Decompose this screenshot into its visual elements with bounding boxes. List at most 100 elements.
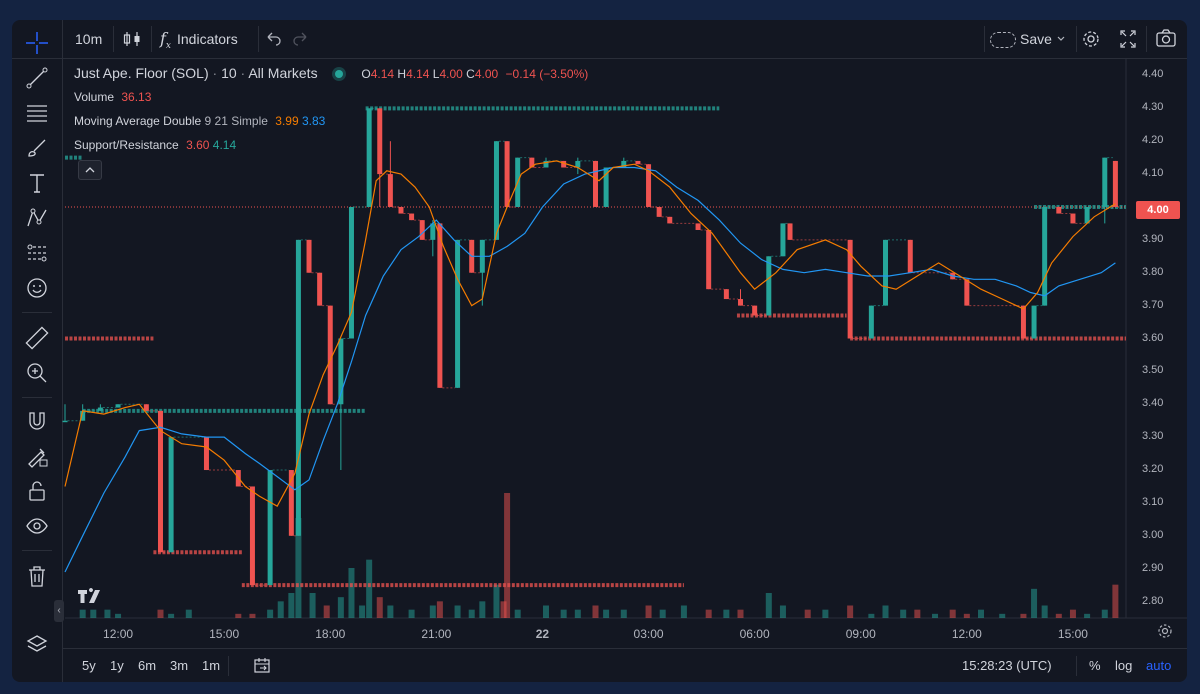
candle-body <box>1084 206 1090 224</box>
volume-bar <box>454 605 461 618</box>
text-tool-icon[interactable] <box>24 170 50 196</box>
candle-body <box>575 160 581 168</box>
fib-retracement-icon[interactable] <box>24 100 50 126</box>
candle-body <box>288 470 294 536</box>
volume-bar <box>659 609 666 618</box>
volume-bar <box>168 613 175 618</box>
brush-icon[interactable] <box>24 135 50 161</box>
volume-bar <box>514 609 521 618</box>
trend-line-icon[interactable] <box>24 65 50 91</box>
toolbar-divider <box>1076 26 1077 52</box>
candle-body <box>437 223 443 388</box>
volume-bar <box>436 601 443 618</box>
range-6m-button[interactable]: 6m <box>138 658 157 673</box>
ruler-icon[interactable] <box>24 325 50 351</box>
eye-icon[interactable] <box>24 513 50 539</box>
top-toolbar: 10m fx Indicators Save <box>12 20 1187 59</box>
price-tick-label: 2.90 <box>1142 561 1164 574</box>
chevron-down-icon[interactable] <box>1055 20 1067 58</box>
volume-bar <box>574 609 581 618</box>
redo-icon[interactable] <box>292 20 310 58</box>
candle-body <box>723 289 729 300</box>
candle-body <box>706 229 712 290</box>
candle-body <box>249 486 255 586</box>
candles-chart-type-icon[interactable] <box>122 20 142 58</box>
volume-legend[interactable]: Volume 36.13 <box>74 90 151 104</box>
camera-icon[interactable] <box>1154 20 1178 58</box>
candle-body <box>157 410 163 553</box>
candle-body <box>646 164 652 207</box>
candle-body <box>387 174 393 207</box>
chart-window: 10m fx Indicators Save <box>12 20 1187 682</box>
sr-name: Support/Resistance <box>74 138 179 152</box>
volume-bar <box>235 613 242 618</box>
moving-average-legend[interactable]: Moving Average Double 9 21 Simple 3.99 3… <box>74 114 325 128</box>
range-3m-button[interactable]: 3m <box>170 658 189 673</box>
magnet-icon[interactable] <box>24 408 50 434</box>
volume-bar <box>822 609 829 618</box>
price-tick-label: 3.10 <box>1142 495 1164 508</box>
symbol-name[interactable]: Just Ape. Floor (SOL) <box>74 65 209 81</box>
price-chart[interactable] <box>12 20 1187 682</box>
range-1y-button[interactable]: 1y <box>110 658 124 673</box>
volume-bar <box>493 584 500 618</box>
candle-body <box>907 239 913 273</box>
fullscreen-icon[interactable] <box>1117 20 1139 58</box>
support-resistance-legend[interactable]: Support/Resistance 3.60 4.14 <box>74 138 236 152</box>
go-to-date-icon[interactable] <box>252 649 272 682</box>
candle-body <box>621 160 627 168</box>
toolbar-divider <box>22 397 52 398</box>
save-button[interactable]: Save <box>990 20 1065 58</box>
candle-body <box>593 160 598 207</box>
indicators-label: Indicators <box>177 31 238 47</box>
lock-drawing-icon[interactable] <box>24 443 50 469</box>
zoom-in-icon[interactable] <box>24 360 50 386</box>
symbol-legend: Just Ape. Floor (SOL) · 10 · All Markets… <box>74 65 589 81</box>
candle-body <box>603 167 609 207</box>
toolbar-divider <box>228 656 229 676</box>
undo-icon[interactable] <box>264 20 282 58</box>
volume-bar <box>337 597 344 618</box>
pattern-icon[interactable] <box>24 205 50 231</box>
candle-body <box>543 160 549 168</box>
emoji-icon[interactable] <box>24 275 50 301</box>
log-scale-toggle[interactable]: log <box>1115 658 1133 673</box>
toolbar-divider <box>22 312 52 313</box>
interval-button[interactable]: 10m <box>75 31 103 47</box>
range-1m-button[interactable]: 1m <box>202 658 221 673</box>
trash-icon[interactable] <box>24 563 50 589</box>
candle-body <box>419 220 425 240</box>
volume-bar <box>479 601 486 618</box>
volume-bar <box>542 605 549 618</box>
volume-bar <box>1112 584 1119 618</box>
time-tick-label: 06:00 <box>739 627 770 641</box>
collapse-toolbar-arrow-icon[interactable]: ‹ <box>54 600 64 622</box>
auto-scale-toggle[interactable]: auto <box>1146 658 1172 673</box>
toolbar-divider <box>984 26 985 52</box>
gear-icon[interactable] <box>1080 20 1102 58</box>
volume-bar <box>603 609 610 618</box>
candle-body <box>203 437 209 471</box>
candle-body <box>455 239 461 388</box>
time-tick-label: 15:00 <box>1057 627 1088 641</box>
toolbar-divider <box>258 26 259 52</box>
range-5y-button[interactable]: 5y <box>82 658 96 673</box>
clock-timezone[interactable]: 15:28:23 (UTC) <box>962 658 1052 673</box>
candle-body <box>1020 305 1026 339</box>
time-tick-label: 09:00 <box>845 627 876 641</box>
bottom-toolbar: 5y 1y 6m 3m 1m 15:28:23 (UTC) % log auto <box>62 648 1187 682</box>
volume-bar <box>376 597 383 618</box>
volume-bar <box>977 609 984 618</box>
volume-bar <box>1020 613 1027 618</box>
axis-settings-gear-icon[interactable] <box>1155 621 1175 641</box>
collapse-legend-button[interactable] <box>78 160 102 180</box>
prediction-icon[interactable] <box>24 240 50 266</box>
volume-bar <box>1084 613 1091 618</box>
volume-bar <box>366 559 373 618</box>
unlock-icon[interactable] <box>24 478 50 504</box>
percent-scale-toggle[interactable]: % <box>1089 658 1101 673</box>
crosshair-icon[interactable] <box>24 30 50 56</box>
layers-icon[interactable] <box>24 632 50 658</box>
candle-body <box>295 239 301 536</box>
indicators-button[interactable]: fx Indicators <box>160 20 260 58</box>
